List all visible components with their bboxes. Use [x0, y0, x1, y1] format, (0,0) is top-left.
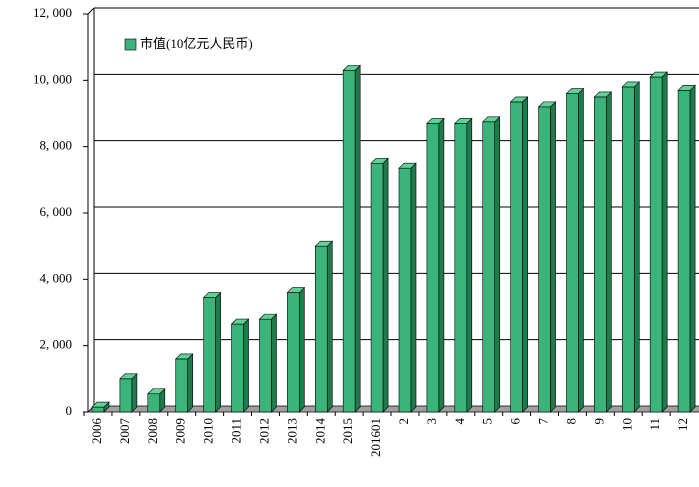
- x-tick-label: 4: [452, 418, 467, 425]
- x-tick-label: 2011: [229, 418, 244, 444]
- bar-side: [410, 162, 417, 413]
- bar-side: [299, 286, 305, 413]
- bar: [370, 162, 384, 413]
- bar: [398, 167, 412, 413]
- x-tick-label: 2: [396, 418, 411, 425]
- bar-side: [606, 91, 612, 413]
- x-tick-label: 7: [536, 418, 551, 425]
- bar-top: [537, 101, 557, 108]
- bar-side: [215, 291, 221, 413]
- bar-top: [649, 71, 668, 78]
- bar-side: [354, 64, 361, 413]
- y-tick-label: 6, 000: [40, 204, 73, 219]
- bar-side: [661, 71, 668, 413]
- x-tick-label: 9: [591, 418, 606, 425]
- x-tick-label: 3: [424, 418, 439, 425]
- x-tick-label: 10: [619, 418, 634, 431]
- y-tick-label: 4, 000: [40, 270, 73, 285]
- bar-top: [482, 116, 501, 123]
- bar: [259, 318, 272, 413]
- y-tick-label: 8, 000: [40, 138, 73, 153]
- bar-side: [271, 313, 277, 413]
- bar-side: [550, 101, 556, 413]
- legend-swatch: [124, 38, 137, 51]
- bar-side: [633, 81, 640, 413]
- x-tick-label: 2014: [312, 418, 327, 445]
- bar: [482, 121, 496, 413]
- bar-top: [230, 318, 250, 325]
- x-tick-label: 2012: [256, 418, 271, 444]
- bar: [426, 123, 440, 413]
- bar: [342, 70, 356, 413]
- bar-side: [494, 116, 501, 413]
- bar-top: [454, 118, 473, 124]
- bar: [538, 106, 551, 413]
- x-tick-label: 8: [563, 418, 578, 425]
- bar-side: [466, 117, 473, 413]
- bar: [621, 86, 635, 413]
- bar: [119, 378, 133, 413]
- legend-label: 市值(10亿元人民币): [140, 36, 253, 51]
- bar: [454, 123, 468, 413]
- bar: [231, 323, 244, 413]
- bar: [649, 76, 663, 413]
- bar: [287, 292, 300, 413]
- bar: [594, 96, 607, 413]
- bar: [566, 93, 579, 413]
- bar-top: [119, 373, 138, 380]
- x-tick-label: 12: [675, 418, 690, 431]
- y-tick-label: 12, 000: [33, 5, 72, 20]
- x-tick-label: 2006: [89, 418, 104, 445]
- bar-top: [147, 388, 166, 395]
- bar-side: [131, 373, 138, 413]
- y-tick-label: 0: [66, 403, 73, 418]
- bar-top: [202, 292, 222, 298]
- left-wall-link: [87, 7, 95, 15]
- bar-top: [258, 313, 278, 320]
- x-tick-label: 11: [647, 418, 662, 431]
- bar-top: [426, 118, 445, 124]
- bar-top: [91, 401, 110, 408]
- bar-top: [286, 287, 306, 293]
- bar-side: [522, 96, 528, 413]
- bar: [203, 297, 216, 413]
- x-tick-label: 5: [480, 418, 495, 425]
- x-tick-label: 2013: [284, 418, 299, 444]
- x-tick-label: 2015: [340, 418, 355, 444]
- bar: [147, 393, 161, 413]
- bar-top: [677, 84, 696, 91]
- bar-top: [314, 240, 333, 247]
- bar-top: [565, 88, 585, 94]
- x-tick-label: 201601: [368, 418, 383, 457]
- bar-side: [578, 87, 584, 413]
- bar: [510, 101, 523, 413]
- bar-side: [187, 353, 194, 413]
- x-tick-label: 2008: [145, 418, 160, 444]
- x-tick-label: 2010: [201, 418, 216, 444]
- bar-top: [509, 96, 529, 103]
- bar: [677, 89, 691, 413]
- x-tick-label: 2007: [117, 418, 132, 445]
- bar: [91, 406, 105, 413]
- x-tick-label: 2009: [173, 418, 188, 444]
- bar-top: [370, 157, 389, 164]
- bar-side: [326, 240, 333, 413]
- bar-top: [342, 65, 361, 71]
- bar-top: [175, 353, 194, 360]
- bar-top: [593, 91, 613, 98]
- bar-side: [689, 84, 696, 413]
- bar-top: [621, 81, 640, 88]
- bar-side: [243, 318, 249, 413]
- bar-side: [382, 157, 389, 413]
- y-tick-label: 10, 000: [33, 71, 72, 86]
- bar-side: [438, 117, 445, 413]
- bar: [314, 245, 328, 413]
- x-tick-label: 6: [508, 418, 523, 425]
- y-tick-label: 2, 000: [40, 337, 73, 352]
- bar: [175, 358, 189, 413]
- bar-top: [398, 162, 417, 169]
